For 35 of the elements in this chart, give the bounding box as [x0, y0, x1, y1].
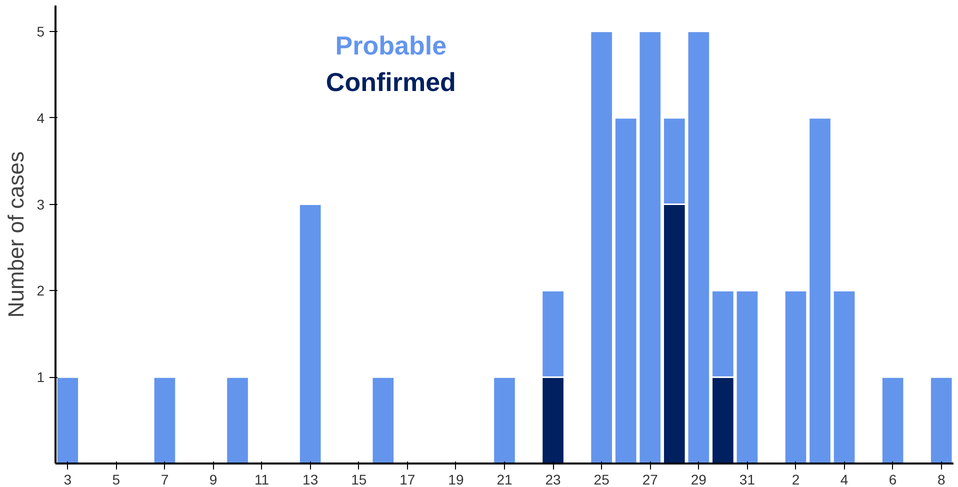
- x-tick-label: 4: [840, 472, 848, 487]
- y-tick-label: 4: [36, 110, 45, 126]
- bar: [371, 376, 396, 464]
- x-tick-label: 5: [112, 472, 120, 487]
- x-tick-label: 23: [545, 472, 562, 487]
- y-axis-title: Number of cases: [4, 151, 29, 318]
- x-tick-label: 6: [888, 472, 897, 487]
- bar: [880, 376, 905, 464]
- x-tick-label: 31: [739, 472, 756, 487]
- y-tick-label: 1: [36, 369, 45, 386]
- y-tick-label: 5: [36, 23, 45, 40]
- bar: [298, 204, 322, 464]
- x-tick-label: 7: [160, 472, 169, 487]
- text: Probable: [335, 30, 447, 60]
- x-tick-label: 11: [254, 472, 270, 487]
- bar: [929, 376, 954, 464]
- x-tick-label: 21: [496, 472, 512, 487]
- x-tick-label: 2: [792, 472, 800, 487]
- bar: [492, 376, 516, 464]
- bar: [152, 376, 177, 464]
- x-tick-label: 27: [642, 472, 658, 487]
- x-tick-label: 15: [351, 472, 367, 487]
- x-tick-label: 13: [302, 472, 318, 487]
- x-tick-label: 3: [64, 472, 72, 487]
- text: Confirmed: [326, 66, 456, 97]
- x-tick-label: 19: [448, 472, 464, 487]
- x-tick-label: 25: [594, 472, 610, 487]
- x-tick-label: 17: [400, 472, 416, 487]
- x-tick-label: 8: [937, 472, 946, 487]
- x-tick-label: 29: [690, 472, 707, 487]
- bar: [226, 376, 250, 464]
- x-tick-label: 9: [209, 472, 218, 487]
- y-tick-label: 2: [36, 282, 45, 299]
- y-tick-label: 3: [36, 196, 45, 212]
- bar: [56, 376, 80, 464]
